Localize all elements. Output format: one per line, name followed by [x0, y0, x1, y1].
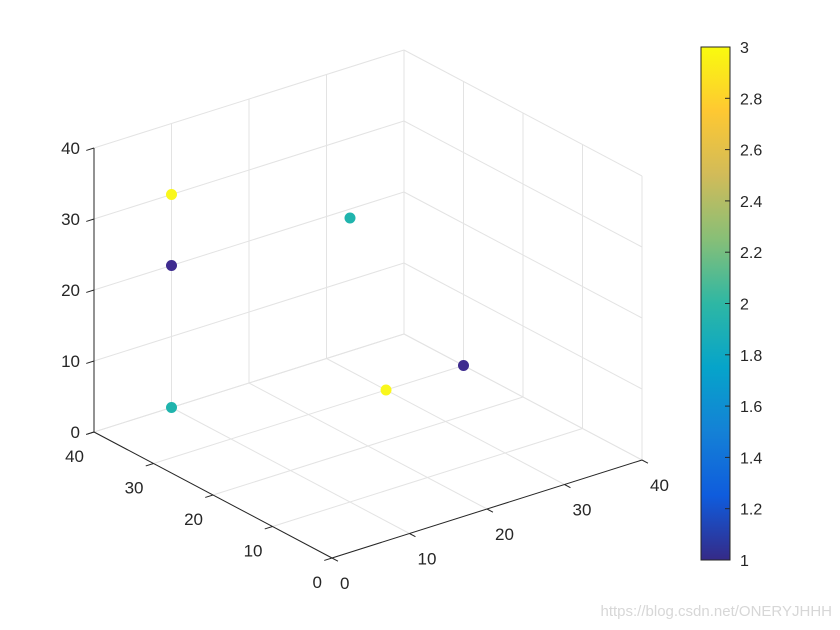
x-tick-label: 0 — [340, 574, 349, 593]
x-tick-mark — [486, 508, 494, 513]
grid-line-back-z — [93, 191, 405, 291]
z-tick-mark — [86, 147, 95, 151]
colorbar-tick-label: 1.6 — [740, 399, 762, 416]
z-tick-mark — [86, 360, 95, 364]
grid-line-side-z — [403, 120, 643, 248]
y-tick-mark — [205, 494, 214, 498]
y-tick-mark — [145, 463, 154, 467]
y-tick-label: 10 — [244, 542, 263, 561]
x-tick-mark — [409, 533, 416, 538]
y-tick-label: 40 — [65, 447, 84, 466]
y-tick-label: 20 — [184, 510, 203, 529]
z-tick-mark — [86, 431, 95, 435]
grid-line-side-z — [403, 191, 643, 319]
colorbar-tick-label: 1 — [740, 553, 749, 570]
y-tick-mark — [264, 526, 273, 530]
x-tick-label: 30 — [573, 501, 592, 520]
z-tick-label: 40 — [61, 139, 80, 158]
axes — [86, 147, 649, 562]
grid-line-floor-y — [153, 365, 464, 464]
grid-line-floor-y — [272, 428, 583, 527]
colorbar-tick-label: 1.8 — [740, 348, 762, 365]
grid-line-side-z — [403, 262, 643, 390]
data-point — [344, 212, 356, 224]
colorbar-tick-label: 3 — [740, 40, 749, 57]
x-tick-mark — [331, 557, 339, 562]
grid-line-side-z — [403, 49, 643, 177]
colorbar-ticks: 1 1.2 1.4 1.6 1.8 2 2.2 2.4 2.6 2.8 3 — [725, 40, 762, 570]
data-point — [166, 402, 177, 413]
z-tick-label: 10 — [61, 352, 80, 371]
colorbar: 1 1.2 1.4 1.6 1.8 2 2.2 2.4 2.6 2.8 3 — [700, 40, 762, 570]
y-tick-label: 0 — [313, 573, 322, 592]
data-point — [166, 189, 177, 200]
grid-line-back-z — [93, 49, 405, 149]
data-points — [166, 189, 469, 413]
z-tick-label: 20 — [61, 281, 80, 300]
data-point — [380, 384, 392, 396]
watermark-text: https://blog.csdn.net/ONERYJHHH — [600, 603, 833, 620]
grid-line-back-z — [93, 120, 405, 220]
x-tick-label: 20 — [495, 525, 514, 544]
data-point — [166, 260, 177, 271]
colorbar-tick-label: 2.6 — [740, 143, 762, 160]
x-tick-mark — [641, 459, 649, 464]
y-tick-mark — [324, 557, 333, 561]
tick-labels: 0 10 20 30 40 0 10 20 30 40 0 10 20 30 40 — [61, 139, 669, 593]
z-tick-mark — [86, 218, 95, 222]
colorbar-tick-label: 2.2 — [740, 245, 762, 262]
x-tick-mark — [564, 484, 571, 489]
x-tick-label: 40 — [650, 476, 669, 495]
colorbar-tick-label: 2.8 — [740, 91, 762, 108]
grid-line-floor-y — [212, 396, 524, 496]
grid-line-side-z — [403, 333, 643, 461]
colorbar-tick-label: 1.4 — [740, 450, 762, 467]
y-tick-label: 30 — [125, 479, 144, 498]
z-tick-mark — [86, 289, 95, 293]
grid-lines — [93, 49, 643, 559]
z-tick-label: 30 — [61, 210, 80, 229]
z-tick-label: 0 — [71, 423, 80, 442]
grid-line-back-z — [93, 333, 405, 433]
colorbar-tick-label: 1.2 — [740, 502, 762, 519]
data-point — [458, 360, 469, 371]
x-tick-label: 10 — [418, 550, 437, 569]
colorbar-tick-label: 2.4 — [740, 194, 762, 211]
colorbar-tick-label: 2 — [740, 297, 749, 314]
grid-line-back-z — [93, 262, 405, 362]
